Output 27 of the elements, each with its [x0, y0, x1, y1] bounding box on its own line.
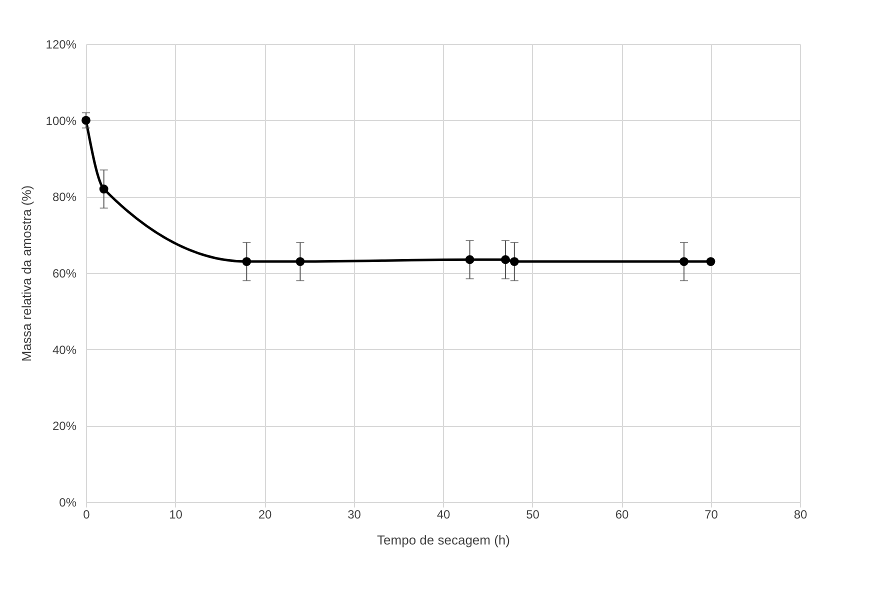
x-tick-label: 80 — [794, 508, 808, 522]
x-tick-label: 10 — [169, 508, 183, 522]
x-tick-label: 50 — [526, 508, 540, 522]
point — [501, 255, 510, 264]
y-tick-label: 100% — [46, 114, 77, 128]
x-tick-label: 30 — [348, 508, 362, 522]
point — [465, 255, 474, 264]
point — [510, 257, 519, 266]
y-tick-label: 80% — [52, 190, 77, 204]
point — [99, 184, 108, 194]
x-tick-label: 60 — [615, 508, 629, 522]
x-tick-label: 20 — [258, 508, 272, 522]
point — [706, 257, 716, 266]
point — [242, 257, 252, 266]
y-tick-label: 0% — [59, 496, 77, 510]
point — [296, 257, 305, 266]
point — [82, 116, 90, 125]
x-tick-label: 70 — [704, 508, 718, 522]
y-tick-label: 60% — [52, 266, 77, 280]
y-tick-label: 120% — [46, 38, 77, 52]
x-tick-label: 40 — [436, 508, 450, 522]
y-tick-label: 20% — [52, 419, 77, 434]
x-tick-label: 0 — [83, 508, 90, 522]
y-tick-label: 40% — [52, 342, 77, 357]
y-axis-title: Massa relativa da amostra (%) — [18, 185, 34, 362]
point — [680, 257, 688, 266]
x-axis-title: Tempo de secagem (h) — [377, 532, 510, 548]
